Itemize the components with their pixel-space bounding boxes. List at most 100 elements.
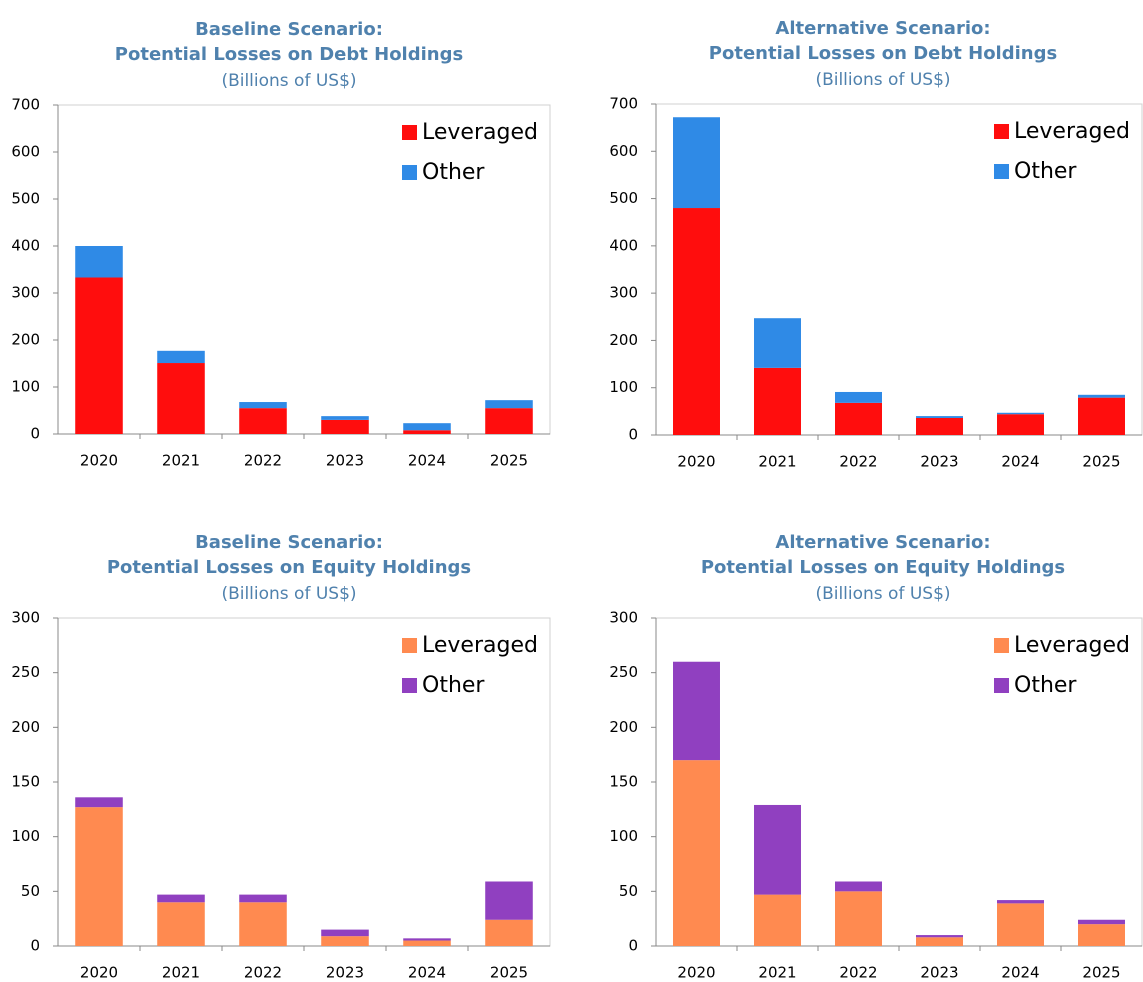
bar-segment xyxy=(1078,919,1125,925)
x-tick-label: 2020 xyxy=(677,964,715,982)
x-tick-label: 2024 xyxy=(408,452,446,470)
y-tick-label: 700 xyxy=(11,96,40,114)
bar-segment xyxy=(1078,924,1125,946)
bar-segment xyxy=(239,402,287,409)
legend-label: Other xyxy=(422,673,485,698)
x-tick-label: 2021 xyxy=(758,453,796,471)
y-tick-label: 100 xyxy=(11,827,40,845)
legend-swatch xyxy=(994,164,1009,179)
bar-segment xyxy=(157,902,205,946)
y-tick-label: 200 xyxy=(609,718,638,736)
bar-segment xyxy=(673,117,720,209)
bar-segment xyxy=(835,881,882,892)
y-tick-label: 250 xyxy=(609,663,638,681)
chart-title: Alternative Scenario: xyxy=(775,18,990,39)
y-tick-label: 300 xyxy=(609,609,638,627)
bar-segment xyxy=(485,408,533,434)
plot-frame xyxy=(57,104,551,435)
bar-segment xyxy=(403,940,451,946)
x-tick-label: 2022 xyxy=(839,964,877,982)
x-tick-label: 2022 xyxy=(839,453,877,471)
y-tick-label: 500 xyxy=(609,189,638,207)
x-tick-label: 2021 xyxy=(162,964,200,982)
legend-label: Other xyxy=(1014,159,1077,184)
bar-segment xyxy=(916,417,963,435)
x-tick-label: 2025 xyxy=(1082,964,1120,982)
chart-title: Potential Losses on Debt Holdings xyxy=(115,44,463,65)
bar-segment xyxy=(321,936,369,946)
y-tick-label: 50 xyxy=(21,882,40,900)
chart-title: Potential Losses on Equity Holdings xyxy=(701,557,1065,578)
chart-title: Alternative Scenario: xyxy=(775,532,990,553)
x-tick-label: 2023 xyxy=(326,452,364,470)
legend-label: Other xyxy=(1014,673,1077,698)
legend-label: Other xyxy=(422,160,485,185)
bar-segment xyxy=(75,277,123,434)
bar-segment xyxy=(997,903,1044,946)
bar-segment xyxy=(485,400,533,409)
bar-segment xyxy=(1078,394,1125,398)
legend-swatch xyxy=(994,638,1009,653)
y-tick-label: 200 xyxy=(11,718,40,736)
chart-subtitle: (Billions of US$) xyxy=(221,71,356,91)
legend-swatch xyxy=(402,638,417,653)
bar-segment xyxy=(835,891,882,946)
plot-frame xyxy=(655,617,1143,947)
legend-swatch xyxy=(402,165,417,180)
y-tick-label: 200 xyxy=(609,331,638,349)
x-tick-label: 2023 xyxy=(920,964,958,982)
bar-segment xyxy=(239,902,287,946)
bar-segment xyxy=(997,414,1044,435)
x-tick-label: 2024 xyxy=(408,964,446,982)
bar-segment xyxy=(239,408,287,434)
bar-segment xyxy=(157,894,205,903)
y-tick-label: 100 xyxy=(609,378,638,396)
legend-swatch xyxy=(402,125,417,140)
x-tick-label: 2025 xyxy=(490,964,528,982)
bar-segment xyxy=(157,350,205,364)
y-tick-label: 300 xyxy=(11,609,40,627)
y-tick-label: 0 xyxy=(30,937,40,955)
x-tick-label: 2020 xyxy=(677,453,715,471)
chart-subtitle: (Billions of US$) xyxy=(815,584,950,604)
bar-segment xyxy=(835,402,882,435)
bar-segment xyxy=(321,416,369,420)
bar-segment xyxy=(673,760,720,946)
bar-segment xyxy=(754,894,801,946)
x-tick-label: 2021 xyxy=(162,452,200,470)
bar-segment xyxy=(321,929,369,937)
x-tick-label: 2020 xyxy=(80,452,118,470)
y-tick-label: 600 xyxy=(609,142,638,160)
legend-label: Leveraged xyxy=(422,633,538,658)
y-tick-label: 0 xyxy=(628,426,638,444)
bar-segment xyxy=(403,938,451,941)
bar-segment xyxy=(916,416,963,418)
y-tick-label: 50 xyxy=(619,882,638,900)
bar-segment xyxy=(75,807,123,946)
x-tick-label: 2021 xyxy=(758,964,796,982)
bar-segment xyxy=(673,661,720,761)
legend-label: Leveraged xyxy=(1014,119,1130,144)
bar-segment xyxy=(1078,397,1125,435)
chart-title: Potential Losses on Equity Holdings xyxy=(107,557,471,578)
chart-title: Potential Losses on Debt Holdings xyxy=(709,43,1057,64)
bar-segment xyxy=(75,797,123,808)
plot-frame xyxy=(655,103,1143,436)
legend-label: Leveraged xyxy=(1014,633,1130,658)
bar-segment xyxy=(754,318,801,368)
y-tick-label: 100 xyxy=(609,827,638,845)
legend-swatch xyxy=(402,678,417,693)
y-tick-label: 200 xyxy=(11,331,40,349)
x-tick-label: 2020 xyxy=(80,964,118,982)
bar-segment xyxy=(239,894,287,903)
bar-segment xyxy=(754,804,801,895)
y-tick-label: 150 xyxy=(11,773,40,791)
y-tick-label: 150 xyxy=(609,773,638,791)
legend-swatch xyxy=(994,678,1009,693)
bar-segment xyxy=(157,363,205,434)
bar-segment xyxy=(485,919,533,946)
y-tick-label: 100 xyxy=(11,378,40,396)
y-tick-label: 700 xyxy=(609,95,638,113)
x-tick-label: 2023 xyxy=(326,964,364,982)
